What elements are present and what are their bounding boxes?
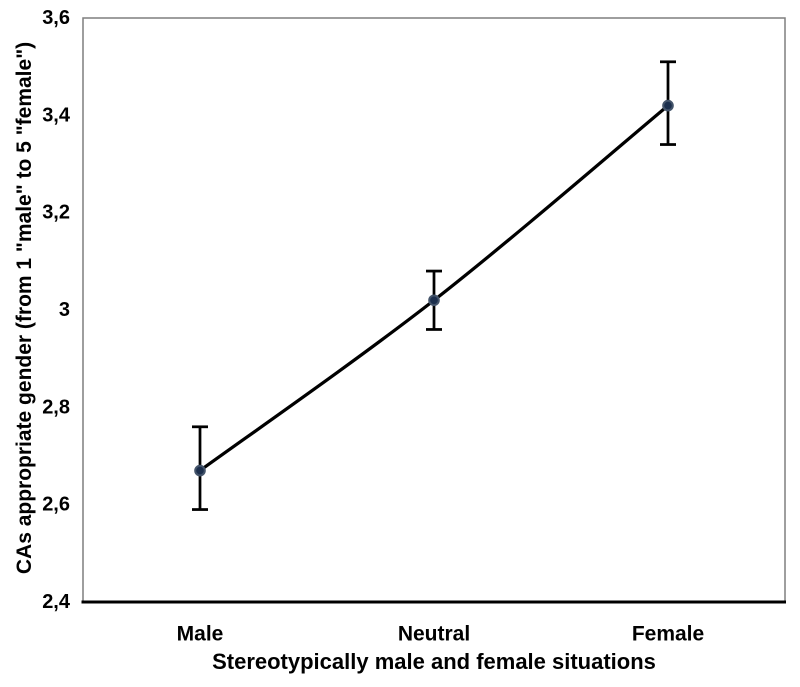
data-point-marker	[194, 464, 206, 477]
x-category-label: Neutral	[398, 623, 470, 646]
data-point-marker	[428, 294, 440, 307]
x-axis-title: Stereotypically male and female situatio…	[212, 649, 656, 674]
data-point-marker	[662, 99, 674, 112]
y-axis-title: CAs appropriate gender (from 1 "male" to…	[13, 41, 36, 575]
y-tick-label: 3,6	[42, 7, 70, 29]
x-category-label: Male	[177, 623, 224, 646]
y-tick-label: 2,6	[42, 494, 70, 516]
y-tick-label: 3	[59, 299, 70, 321]
y-tick-label: 3,4	[42, 104, 71, 126]
x-category-label: Female	[632, 623, 704, 646]
y-tick-label: 3,2	[42, 202, 70, 224]
y-tick-label: 2,8	[42, 396, 70, 418]
y-tick-label: 2,4	[42, 591, 71, 613]
